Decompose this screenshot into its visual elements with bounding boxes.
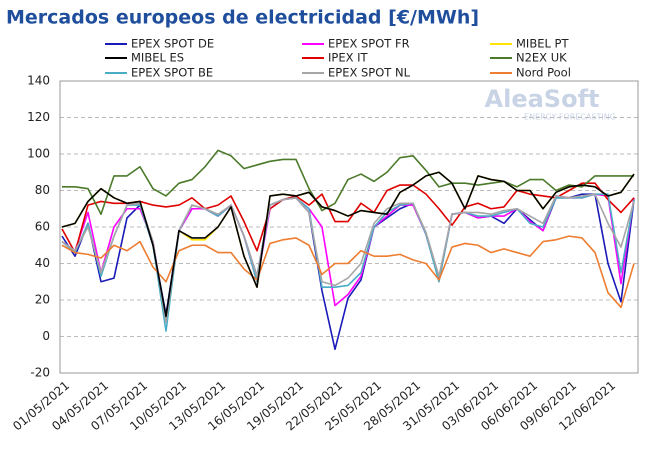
- y-tick-label: -20: [30, 366, 50, 380]
- y-tick-label: 80: [35, 183, 50, 197]
- y-tick-label: 20: [35, 293, 50, 307]
- legend-label: EPEX SPOT DE: [131, 37, 214, 51]
- legend-label: MIBEL PT: [516, 37, 569, 51]
- legend-label: EPEX SPOT BE: [131, 66, 213, 80]
- plot-frame: [59, 80, 639, 374]
- y-tick-label: 100: [27, 147, 50, 161]
- series-line: [61, 235, 635, 309]
- series-line: [61, 171, 635, 318]
- series-line: [61, 182, 635, 254]
- y-tick-label: 0: [42, 329, 50, 343]
- legend-label: EPEX SPOT FR: [328, 37, 410, 51]
- chart-title: Mercados europeos de electricidad [€/MWh…: [6, 7, 479, 29]
- legend-label: MIBEL ES: [131, 51, 184, 65]
- y-tick-label: 40: [35, 256, 50, 270]
- watermark: AleaSoft: [485, 85, 600, 113]
- legend-label: Nord Pool: [516, 66, 571, 80]
- legend-label: IPEX IT: [328, 51, 369, 65]
- legend-label: N2EX UK: [516, 51, 567, 65]
- legend-label: EPEX SPOT NL: [328, 66, 411, 80]
- series-line: [62, 149, 634, 216]
- y-tick-label: 60: [35, 220, 50, 234]
- y-tick-label: 120: [27, 110, 50, 124]
- watermark-sub: ENERGY FORECASTING: [524, 113, 616, 122]
- y-tick-label: 140: [27, 74, 50, 88]
- series-line: [61, 193, 635, 332]
